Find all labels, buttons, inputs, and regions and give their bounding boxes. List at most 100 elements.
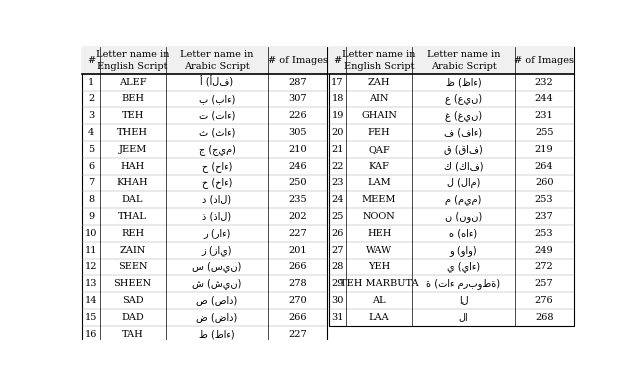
Text: ب (باء): ب (باء) xyxy=(199,94,235,104)
Text: 260: 260 xyxy=(535,178,554,188)
Text: WAW: WAW xyxy=(366,246,392,255)
Text: 10: 10 xyxy=(85,229,97,238)
Text: ج (جيم): ج (جيم) xyxy=(198,144,236,155)
Text: BEH: BEH xyxy=(121,94,144,104)
Text: س (سين): س (سين) xyxy=(192,261,242,272)
Text: ZAH: ZAH xyxy=(368,78,390,87)
Text: ث (ثاء): ث (ثاء) xyxy=(199,128,235,138)
Text: NOON: NOON xyxy=(363,212,396,221)
Text: 22: 22 xyxy=(332,162,344,171)
Text: 1: 1 xyxy=(88,78,94,87)
Text: 232: 232 xyxy=(535,78,554,87)
Text: KHAH: KHAH xyxy=(116,178,148,188)
Text: Letter name in
Arabic Script: Letter name in Arabic Script xyxy=(427,50,500,71)
Text: 11: 11 xyxy=(84,246,97,255)
Text: 244: 244 xyxy=(535,94,554,104)
Text: 305: 305 xyxy=(289,128,307,137)
Text: REH: REH xyxy=(121,229,144,238)
Text: م (ميم): م (ميم) xyxy=(445,194,482,205)
Text: ZAIN: ZAIN xyxy=(120,246,146,255)
Text: 255: 255 xyxy=(535,128,554,137)
Bar xyxy=(83,47,327,74)
Text: أ (ألف): أ (ألف) xyxy=(200,76,234,88)
Text: 202: 202 xyxy=(289,212,307,221)
Text: 235: 235 xyxy=(289,195,307,204)
Text: 16: 16 xyxy=(85,330,97,338)
Text: AIN: AIN xyxy=(369,94,389,104)
Text: ر (راء): ر (راء) xyxy=(204,228,230,238)
Text: 12: 12 xyxy=(84,262,97,272)
Text: 18: 18 xyxy=(332,94,344,104)
Bar xyxy=(83,47,327,343)
Text: 29: 29 xyxy=(332,279,344,288)
Text: ز (زاي): ز (زاي) xyxy=(202,244,232,256)
Text: 21: 21 xyxy=(332,145,344,154)
Text: THAL: THAL xyxy=(118,212,147,221)
Text: ش (شين): ش (شين) xyxy=(192,278,242,289)
Text: DAL: DAL xyxy=(122,195,143,204)
Text: ض (ضاد): ض (ضاد) xyxy=(196,312,237,322)
Text: 268: 268 xyxy=(535,313,554,322)
Text: 28: 28 xyxy=(332,262,344,272)
Text: 5: 5 xyxy=(88,145,94,154)
Text: #: # xyxy=(333,56,342,65)
Text: 253: 253 xyxy=(535,229,554,238)
Text: ظ (ظاء): ظ (ظاء) xyxy=(445,77,481,87)
Text: 25: 25 xyxy=(332,212,344,221)
Text: 14: 14 xyxy=(84,296,97,305)
Text: 278: 278 xyxy=(289,279,307,288)
Text: 24: 24 xyxy=(332,195,344,204)
Text: # of Images: # of Images xyxy=(268,56,328,65)
Text: DAD: DAD xyxy=(121,313,144,322)
Text: 219: 219 xyxy=(535,145,554,154)
Text: GHAIN: GHAIN xyxy=(361,111,397,120)
Text: و (واو): و (واو) xyxy=(450,244,477,256)
Text: 266: 266 xyxy=(289,262,307,272)
Text: ع (عين): ع (عين) xyxy=(445,94,482,104)
Text: SHEEN: SHEEN xyxy=(113,279,152,288)
Text: ف (فاء): ف (فاء) xyxy=(444,128,483,138)
Text: 272: 272 xyxy=(535,262,554,272)
Text: 201: 201 xyxy=(289,246,307,255)
Text: THEH: THEH xyxy=(117,128,148,137)
Text: ط (طاء): ط (طاء) xyxy=(199,329,235,339)
Text: 237: 237 xyxy=(535,212,554,221)
Text: ة (تاء مربوطة): ة (تاء مربوطة) xyxy=(426,278,500,289)
Text: # of Images: # of Images xyxy=(514,56,574,65)
Text: ي (ياء): ي (ياء) xyxy=(447,261,480,272)
Text: TEH MARBUTA: TEH MARBUTA xyxy=(340,279,419,288)
Text: غ (غين): غ (غين) xyxy=(445,110,482,121)
Text: ك (كاف): ك (كاف) xyxy=(444,161,483,171)
Text: 249: 249 xyxy=(535,246,554,255)
Text: 227: 227 xyxy=(288,330,307,338)
Text: QAF: QAF xyxy=(368,145,390,154)
Text: 246: 246 xyxy=(289,162,307,171)
Text: 15: 15 xyxy=(85,313,97,322)
Text: ال: ال xyxy=(459,296,468,306)
Text: LAM: LAM xyxy=(367,178,391,188)
Text: ص (صاد): ص (صاد) xyxy=(196,296,237,306)
Text: Letter name in
Arabic Script: Letter name in Arabic Script xyxy=(180,50,253,71)
Text: SEEN: SEEN xyxy=(118,262,147,272)
Text: TAH: TAH xyxy=(122,330,143,338)
Text: 20: 20 xyxy=(332,128,344,137)
Text: 27: 27 xyxy=(332,246,344,255)
Text: Letter name in
English Script: Letter name in English Script xyxy=(96,50,170,71)
Text: 307: 307 xyxy=(289,94,307,104)
Text: 264: 264 xyxy=(535,162,554,171)
Text: 227: 227 xyxy=(288,229,307,238)
Text: 3: 3 xyxy=(88,111,94,120)
Text: 231: 231 xyxy=(535,111,554,120)
Text: TEH: TEH xyxy=(122,111,144,120)
Text: FEH: FEH xyxy=(368,128,390,137)
Text: JEEM: JEEM xyxy=(118,145,147,154)
Text: 13: 13 xyxy=(84,279,97,288)
Text: KAF: KAF xyxy=(369,162,390,171)
Text: 2: 2 xyxy=(88,94,94,104)
Text: LAA: LAA xyxy=(369,313,389,322)
Text: 276: 276 xyxy=(535,296,554,305)
Bar xyxy=(329,47,573,326)
Text: 7: 7 xyxy=(88,178,94,188)
Text: 26: 26 xyxy=(332,229,344,238)
Text: 19: 19 xyxy=(332,111,344,120)
